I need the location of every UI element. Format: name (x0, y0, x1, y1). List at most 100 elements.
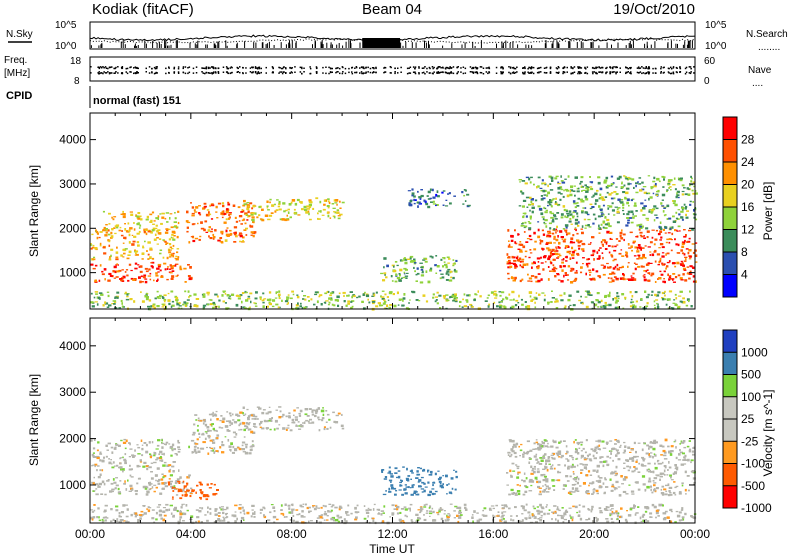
heatmap-cell (584, 451, 587, 454)
heatmap-cell (165, 212, 170, 214)
heatmap-cell (423, 199, 426, 202)
heatmap-cell (141, 444, 144, 446)
nave-point (475, 71, 478, 73)
heatmap-cell (162, 296, 165, 299)
heatmap-cell (680, 509, 684, 511)
heatmap-cell (607, 277, 610, 279)
heatmap-cell (178, 305, 182, 307)
heatmap-cell (652, 180, 656, 183)
heatmap-cell (603, 265, 606, 268)
heatmap-cell (552, 198, 555, 200)
heatmap-cell (258, 205, 261, 209)
heatmap-cell (251, 207, 254, 210)
heatmap-cell (614, 470, 617, 473)
nave-point (97, 72, 99, 74)
heatmap-cell (691, 228, 694, 231)
freq-point (182, 67, 184, 70)
heatmap-cell (589, 482, 592, 485)
heatmap-cell (539, 510, 543, 513)
heatmap-cell (531, 480, 535, 483)
heatmap-cell (195, 451, 198, 454)
heatmap-cell (646, 219, 649, 221)
heatmap-cell (563, 292, 566, 295)
heatmap-cell (198, 212, 201, 215)
heatmap-cell (420, 194, 424, 198)
heatmap-cell (576, 252, 580, 256)
heatmap-cell (558, 246, 561, 249)
freq-point (207, 66, 210, 69)
heatmap-cell (647, 262, 650, 265)
heatmap-cell (531, 469, 534, 472)
heatmap-cell (182, 303, 185, 306)
heatmap-cell (572, 241, 576, 244)
heatmap-cell (400, 479, 402, 482)
heatmap-cell (380, 295, 382, 298)
heatmap-cell (537, 443, 540, 446)
heatmap-cell (574, 194, 576, 197)
heatmap-cell (177, 442, 181, 444)
heatmap-cell (392, 293, 395, 296)
heatmap-cell (147, 275, 152, 277)
heatmap-cell (424, 260, 428, 263)
heatmap-cell (565, 230, 568, 234)
heatmap-cell (193, 304, 197, 307)
heatmap-cell (569, 257, 572, 260)
heatmap-cell (292, 293, 295, 296)
heatmap-cell (234, 448, 238, 452)
heatmap-cell (416, 473, 421, 476)
heatmap-cell (527, 273, 529, 276)
heatmap-cell (628, 247, 632, 249)
nave-point (409, 72, 412, 74)
heatmap-cell (533, 296, 537, 298)
heatmap-cell (153, 461, 157, 464)
heatmap-cell (152, 304, 155, 308)
heatmap-cell (336, 211, 340, 214)
heatmap-cell (665, 267, 667, 270)
heatmap-cell (144, 267, 148, 270)
heatmap-cell (597, 300, 601, 304)
nave-point (245, 72, 247, 74)
heatmap-cell (672, 200, 674, 202)
noise-bar (330, 44, 332, 48)
heatmap-cell (244, 413, 247, 415)
heatmap-cell (630, 277, 635, 279)
heatmap-cell (243, 203, 247, 206)
heatmap-cell (282, 202, 286, 205)
heatmap-cell (212, 439, 215, 441)
nave-point (543, 71, 546, 74)
heatmap-cell (210, 425, 213, 427)
heatmap-cell (97, 476, 101, 479)
heatmap-cell (555, 248, 558, 250)
heatmap-cell (589, 176, 591, 178)
heatmap-cell (159, 459, 161, 462)
nave-point (254, 71, 257, 73)
heatmap-cell (623, 238, 625, 242)
heatmap-cell (516, 476, 520, 479)
heatmap-cell (289, 511, 294, 514)
heatmap-cell (677, 305, 681, 308)
heatmap-cell (684, 207, 687, 210)
heatmap-cell (681, 190, 685, 193)
heatmap-cell (157, 297, 162, 299)
heatmap-cell (161, 439, 163, 442)
heatmap-cell (198, 432, 201, 435)
heatmap-cell (565, 229, 568, 232)
heatmap-cell (517, 471, 521, 474)
heatmap-cell (140, 218, 143, 221)
heatmap-cell (639, 516, 642, 520)
heatmap-cell (519, 455, 521, 457)
heatmap-cell (679, 451, 683, 454)
heatmap-cell (611, 471, 614, 474)
heatmap-cell (642, 275, 645, 277)
heatmap-cell (412, 484, 415, 486)
nave-point (281, 71, 283, 73)
heatmap-cell (208, 413, 212, 416)
heatmap-cell (562, 521, 565, 523)
heatmap-cell (199, 498, 202, 500)
heatmap-cell (279, 410, 282, 413)
heatmap-cell (324, 292, 328, 295)
freq-point (272, 67, 274, 70)
heatmap-cell (103, 226, 106, 230)
heatmap-cell (551, 248, 555, 252)
freq-point (472, 67, 475, 70)
